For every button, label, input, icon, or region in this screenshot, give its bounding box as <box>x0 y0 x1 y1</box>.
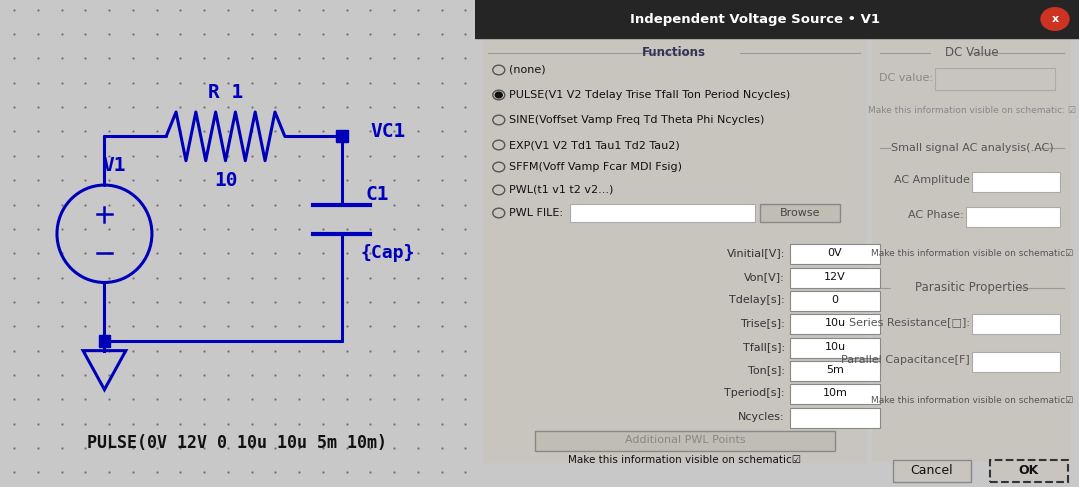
Text: Parasitic Properties: Parasitic Properties <box>915 281 1028 295</box>
Bar <box>872 38 1071 462</box>
Circle shape <box>493 115 505 125</box>
Text: PWL(t1 v1 t2 v2...): PWL(t1 v1 t2 v2...) <box>509 185 613 195</box>
Text: Tperiod[s]:: Tperiod[s]: <box>724 388 784 398</box>
Text: V1: V1 <box>103 156 125 175</box>
Text: Series Resistance[□]:: Series Resistance[□]: <box>849 317 970 327</box>
FancyBboxPatch shape <box>790 361 879 381</box>
Text: VC1: VC1 <box>370 122 406 141</box>
Text: Ton[s]:: Ton[s]: <box>748 365 784 375</box>
Text: AC Phase:: AC Phase: <box>909 210 964 220</box>
Text: Make this information visible on schematic☑: Make this information visible on schemat… <box>569 455 802 465</box>
Text: OK: OK <box>1019 465 1039 477</box>
FancyBboxPatch shape <box>790 384 879 404</box>
FancyBboxPatch shape <box>790 244 879 264</box>
Text: Parallel Capacitance[F]: Parallel Capacitance[F] <box>842 355 970 365</box>
FancyBboxPatch shape <box>790 338 879 358</box>
Text: x: x <box>1051 14 1058 24</box>
Text: 12V: 12V <box>824 272 846 282</box>
Circle shape <box>493 140 505 150</box>
Bar <box>336 130 347 142</box>
FancyBboxPatch shape <box>570 204 755 222</box>
FancyBboxPatch shape <box>972 314 1060 334</box>
FancyBboxPatch shape <box>966 207 1060 227</box>
Text: 10u: 10u <box>824 342 846 352</box>
Circle shape <box>1041 8 1069 30</box>
Text: SFFM(Voff Vamp Fcar MDI Fsig): SFFM(Voff Vamp Fcar MDI Fsig) <box>509 162 682 172</box>
Text: Functions: Functions <box>642 46 706 59</box>
Text: 10u: 10u <box>824 318 846 328</box>
FancyBboxPatch shape <box>535 431 835 451</box>
FancyBboxPatch shape <box>790 314 879 334</box>
FancyBboxPatch shape <box>934 68 1055 90</box>
Text: Vinitial[V]:: Vinitial[V]: <box>726 248 784 258</box>
Text: Tfall[s]:: Tfall[s]: <box>742 342 784 352</box>
Text: PULSE(V1 V2 Tdelay Trise Tfall Ton Period Ncycles): PULSE(V1 V2 Tdelay Trise Tfall Ton Perio… <box>509 90 790 100</box>
Text: (none): (none) <box>509 65 545 75</box>
Bar <box>98 335 110 347</box>
Circle shape <box>493 208 505 218</box>
Text: Browse: Browse <box>780 208 820 218</box>
Text: Von[V]:: Von[V]: <box>745 272 784 282</box>
Text: AC Amplitude: AC Amplitude <box>894 175 970 185</box>
Text: DC Value: DC Value <box>945 46 999 59</box>
FancyBboxPatch shape <box>989 460 1068 482</box>
FancyBboxPatch shape <box>972 352 1060 372</box>
Text: Small signal AC analysis(.AC): Small signal AC analysis(.AC) <box>890 143 1053 153</box>
Text: 0: 0 <box>832 295 838 305</box>
Text: 10m: 10m <box>822 388 847 398</box>
Text: C1: C1 <box>366 185 390 205</box>
Text: PWL FILE:: PWL FILE: <box>509 208 563 218</box>
FancyBboxPatch shape <box>790 268 879 288</box>
Circle shape <box>493 65 505 75</box>
Text: Make this information visible on schematic: ☑: Make this information visible on schemat… <box>868 106 1076 114</box>
Text: Make this information visible on schematic☑: Make this information visible on schemat… <box>871 248 1074 258</box>
Circle shape <box>493 185 505 195</box>
Bar <box>875 135 1069 270</box>
FancyBboxPatch shape <box>972 172 1060 192</box>
Circle shape <box>493 90 505 100</box>
Text: Ncycles:: Ncycles: <box>738 412 784 422</box>
Circle shape <box>493 162 505 172</box>
FancyBboxPatch shape <box>790 291 879 311</box>
Text: Make this information visible on schematic☑: Make this information visible on schemat… <box>871 395 1074 405</box>
FancyBboxPatch shape <box>893 460 971 482</box>
Bar <box>482 38 865 462</box>
Text: {Cap}: {Cap} <box>360 244 415 262</box>
Text: DC value:: DC value: <box>879 73 933 83</box>
Text: R 1: R 1 <box>208 83 243 102</box>
FancyBboxPatch shape <box>760 204 839 222</box>
Text: Cancel: Cancel <box>911 465 953 477</box>
Text: Additional PWL Points: Additional PWL Points <box>625 435 746 445</box>
Bar <box>475 0 1079 38</box>
Text: EXP(V1 V2 Td1 Tau1 Td2 Tau2): EXP(V1 V2 Td1 Tau1 Td2 Tau2) <box>509 140 680 150</box>
Text: Trise[s]:: Trise[s]: <box>741 318 784 328</box>
Bar <box>875 275 1069 420</box>
Text: 5m: 5m <box>825 365 844 375</box>
Text: 10: 10 <box>214 170 237 190</box>
Text: 0V: 0V <box>828 248 843 258</box>
Text: Independent Voltage Source • V1: Independent Voltage Source • V1 <box>630 13 879 25</box>
Text: Tdelay[s]:: Tdelay[s]: <box>729 295 784 305</box>
Bar <box>875 42 1069 130</box>
Circle shape <box>495 92 502 98</box>
Text: SINE(Voffset Vamp Freq Td Theta Phi Ncycles): SINE(Voffset Vamp Freq Td Theta Phi Ncyc… <box>509 115 764 125</box>
FancyBboxPatch shape <box>790 408 879 428</box>
Text: PULSE(0V 12V 0 10u 10u 5m 10m): PULSE(0V 12V 0 10u 10u 5m 10m) <box>87 434 387 452</box>
